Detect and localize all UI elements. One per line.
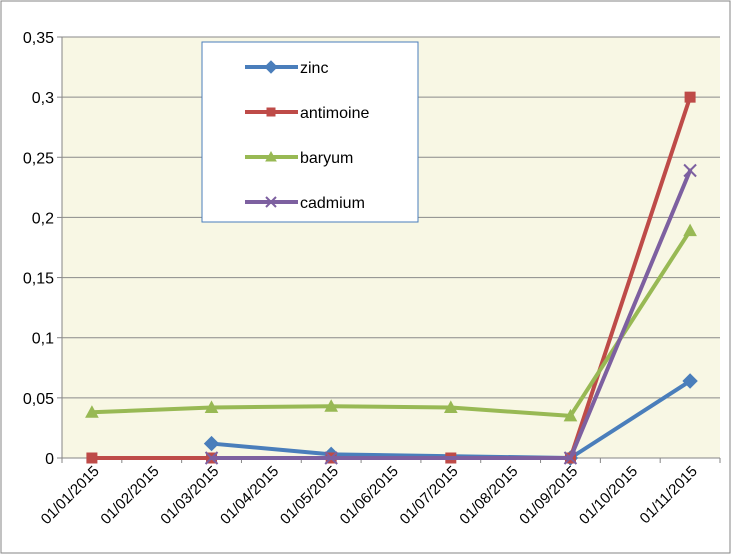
y-tick-label: 0,35 bbox=[23, 30, 54, 47]
series-line bbox=[209, 168, 693, 460]
series-baryum bbox=[85, 223, 697, 422]
y-tick-label: 0,15 bbox=[23, 271, 54, 288]
y-tick-label: 0,3 bbox=[32, 90, 54, 107]
y-tick-label: 0,25 bbox=[23, 150, 54, 167]
legend-item-cadmium: cadmium bbox=[245, 195, 365, 212]
data-point-marker bbox=[683, 223, 697, 237]
series-line bbox=[89, 228, 693, 418]
data-point-marker bbox=[86, 452, 98, 464]
data-point-marker bbox=[266, 107, 276, 117]
legend-box bbox=[201, 41, 419, 223]
data-point-marker bbox=[683, 163, 697, 178]
series-cadmium bbox=[204, 163, 697, 465]
y-tick-label: 0,05 bbox=[23, 391, 54, 408]
data-point-marker bbox=[265, 150, 277, 162]
data-point-marker bbox=[682, 373, 698, 389]
legend: zinc antimoine baryum cadmium bbox=[201, 41, 419, 223]
data-point-marker bbox=[204, 400, 219, 413]
data-point-marker bbox=[324, 451, 338, 465]
legend-label: antimoine bbox=[300, 105, 369, 122]
data-point-marker bbox=[203, 435, 220, 452]
data-point-marker bbox=[563, 408, 578, 422]
legend-item-antimoine: antimoine bbox=[245, 105, 369, 122]
legend-label: zinc bbox=[300, 60, 328, 77]
y-tick-label: 0,2 bbox=[32, 210, 54, 227]
data-point-marker bbox=[204, 451, 219, 465]
data-point-marker bbox=[324, 399, 339, 412]
series-group bbox=[85, 91, 698, 466]
y-tick-label: 0 bbox=[45, 451, 54, 468]
data-point-marker bbox=[443, 400, 458, 413]
y-tick-label: 0,1 bbox=[32, 331, 54, 348]
legend-label: cadmium bbox=[300, 195, 365, 212]
data-point-marker bbox=[563, 451, 578, 465]
data-point-marker bbox=[265, 196, 277, 208]
legend-label: baryum bbox=[300, 150, 353, 167]
data-point-marker bbox=[264, 60, 278, 74]
legend-item-zinc: zinc bbox=[245, 60, 328, 77]
data-point-marker bbox=[684, 91, 696, 103]
legend-item-baryum: baryum bbox=[245, 150, 353, 167]
data-point-marker bbox=[85, 405, 99, 418]
